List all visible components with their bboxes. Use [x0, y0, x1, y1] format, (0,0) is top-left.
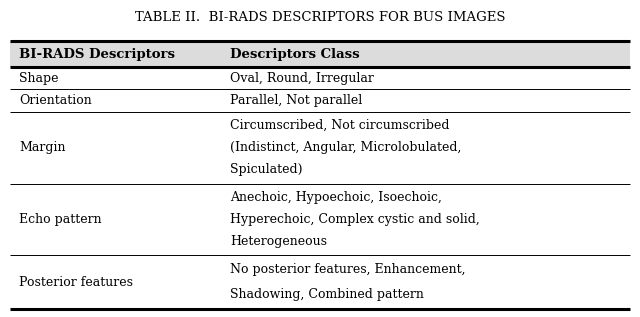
Text: Orientation: Orientation — [19, 94, 92, 107]
Text: Parallel, Not parallel: Parallel, Not parallel — [230, 94, 363, 107]
Text: Hyperechoic, Complex cystic and solid,: Hyperechoic, Complex cystic and solid, — [230, 213, 480, 226]
Text: Margin: Margin — [19, 141, 66, 154]
Text: Posterior features: Posterior features — [19, 276, 133, 289]
Text: Spiculated): Spiculated) — [230, 163, 303, 176]
Text: TABLE II.  BI-RADS DESCRIPTORS FOR BUS IMAGES: TABLE II. BI-RADS DESCRIPTORS FOR BUS IM… — [135, 11, 505, 24]
Text: Descriptors Class: Descriptors Class — [230, 48, 360, 61]
Text: Echo pattern: Echo pattern — [19, 213, 102, 226]
Bar — [10, 41, 630, 67]
Text: BI-RADS Descriptors: BI-RADS Descriptors — [19, 48, 175, 61]
Text: Anechoic, Hypoechoic, Isoechoic,: Anechoic, Hypoechoic, Isoechoic, — [230, 191, 442, 204]
Text: Shape: Shape — [19, 72, 59, 85]
Text: (Indistinct, Angular, Microlobulated,: (Indistinct, Angular, Microlobulated, — [230, 141, 462, 154]
Text: Shadowing, Combined pattern: Shadowing, Combined pattern — [230, 288, 424, 301]
Text: Circumscribed, Not circumscribed: Circumscribed, Not circumscribed — [230, 119, 450, 132]
Text: No posterior features, Enhancement,: No posterior features, Enhancement, — [230, 263, 466, 276]
Text: Heterogeneous: Heterogeneous — [230, 235, 328, 248]
Text: Oval, Round, Irregular: Oval, Round, Irregular — [230, 72, 374, 85]
